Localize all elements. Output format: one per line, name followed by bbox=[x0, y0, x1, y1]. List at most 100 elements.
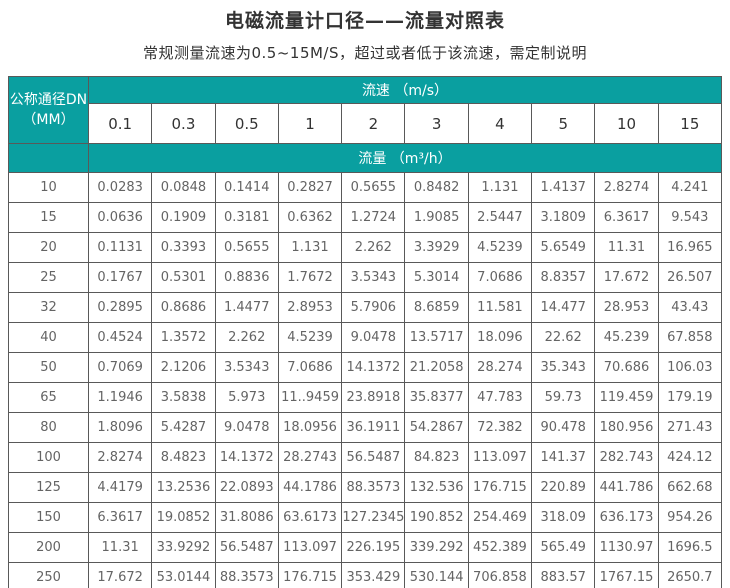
flow-value-cell: 44.1786 bbox=[277, 472, 343, 503]
velocity-value-cell: 4 bbox=[467, 103, 533, 144]
flow-value-cell: 1767.15 bbox=[594, 562, 659, 588]
flow-value-cell: 11.31 bbox=[594, 232, 659, 263]
flow-value-cell: 56.5487 bbox=[214, 532, 279, 563]
velocity-value-cell: 15 bbox=[657, 103, 723, 144]
flow-value-cell: 23.8918 bbox=[341, 382, 406, 413]
flow-value-cell: 339.292 bbox=[404, 532, 469, 563]
flow-value-cell: 636.173 bbox=[594, 502, 659, 533]
flow-value-cell: 84.823 bbox=[404, 442, 469, 473]
flow-value-cell: 1130.97 bbox=[594, 532, 659, 563]
flow-value-cell: 2.262 bbox=[214, 322, 279, 353]
flow-value-cell: 36.1911 bbox=[341, 412, 406, 443]
flow-value-cell: 3.5343 bbox=[341, 262, 406, 293]
flow-value-cell: 14.477 bbox=[531, 292, 596, 323]
page-title: 电磁流量计口径——流量对照表 bbox=[224, 10, 505, 32]
flow-value-cell: 6.3617 bbox=[87, 502, 153, 533]
flow-value-cell: 43.43 bbox=[657, 292, 723, 323]
flow-value-cell: 1.7672 bbox=[277, 262, 343, 293]
flow-value-cell: 180.956 bbox=[594, 412, 659, 443]
table-row: 200 11.31 33.9292 56.5487 113.097 226.195 339.… bbox=[8, 532, 723, 563]
flow-value-cell: 28.953 bbox=[594, 292, 659, 323]
corner-header-cell: 公称通径DN （MM） bbox=[8, 76, 89, 144]
table-row: 80 1.8096 5.4287 9.0478 18.0956 36.1911 54.286… bbox=[8, 412, 723, 443]
flow-value-cell: 9.0478 bbox=[214, 412, 279, 443]
flow-value-cell: 0.2827 bbox=[277, 172, 343, 203]
flow-value-cell: 22.62 bbox=[531, 322, 596, 353]
velocity-value-cell: 0.1 bbox=[87, 103, 153, 144]
flow-value-cell: 8.4823 bbox=[151, 442, 216, 473]
flow-value-cell: 0.2895 bbox=[87, 292, 153, 323]
flow-value-cell: 127.2345 bbox=[341, 502, 406, 533]
flow-value-cell: 883.57 bbox=[531, 562, 596, 588]
flow-header-row: 流量 （m³/h） bbox=[8, 143, 722, 173]
dn-value-cell: 50 bbox=[8, 352, 89, 383]
flow-value-cell: 7.0686 bbox=[277, 352, 343, 383]
table-row: 15 0.0636 0.1909 0.3181 0.6362 1.2724 1.9085 2.… bbox=[8, 202, 723, 233]
dn-value-cell: 100 bbox=[8, 442, 89, 473]
flow-value-cell: 0.0283 bbox=[87, 172, 153, 203]
flow-value-cell: 530.144 bbox=[404, 562, 469, 588]
flow-value-cell: 11.581 bbox=[467, 292, 533, 323]
flow-value-cell: 13.2536 bbox=[151, 472, 216, 503]
flow-value-cell: 954.26 bbox=[657, 502, 723, 533]
flow-value-cell: 3.1809 bbox=[531, 202, 596, 233]
flow-value-cell: 5.973 bbox=[214, 382, 279, 413]
flow-value-cell: 54.2867 bbox=[404, 412, 469, 443]
flow-value-cell: 63.6173 bbox=[277, 502, 343, 533]
velocity-value-cell: 0.5 bbox=[214, 103, 279, 144]
flow-value-cell: 0.1767 bbox=[87, 262, 153, 293]
flow-value-cell: 4.5239 bbox=[467, 232, 533, 263]
flow-value-cell: 2.8953 bbox=[277, 292, 343, 323]
table-row: 150 6.3617 19.0852 31.8086 63.6173 127.2345 19… bbox=[8, 502, 723, 533]
table-row: 32 0.2895 0.8686 1.4477 2.8953 5.7906 8.6859 11… bbox=[8, 292, 723, 323]
flow-value-cell: 5.3014 bbox=[404, 262, 469, 293]
flow-value-cell: 11.31 bbox=[87, 532, 153, 563]
velocity-value-cell: 3 bbox=[404, 103, 469, 144]
velocity-header-row: 公称通径DN （MM） 流速 （m/s） bbox=[8, 76, 722, 144]
flow-value-cell: 3.5343 bbox=[214, 352, 279, 383]
flow-value-cell: 113.097 bbox=[277, 532, 343, 563]
flow-value-cell: 141.37 bbox=[531, 442, 596, 473]
flow-value-cell: 706.858 bbox=[467, 562, 533, 588]
velocity-value-cell: 2 bbox=[341, 103, 406, 144]
flow-value-cell: 1.4477 bbox=[214, 292, 279, 323]
table-row: 250 17.672 53.0144 88.3573 176.715 353.429 530… bbox=[8, 562, 723, 588]
flow-value-cell: 441.786 bbox=[594, 472, 659, 503]
flow-value-cell: 2.262 bbox=[341, 232, 406, 263]
flow-value-cell: 0.0636 bbox=[87, 202, 153, 233]
flow-value-cell: 26.507 bbox=[657, 262, 723, 293]
flow-value-cell: 0.8686 bbox=[151, 292, 216, 323]
flow-value-cell: 70.686 bbox=[594, 352, 659, 383]
flow-value-cell: 16.965 bbox=[657, 232, 723, 263]
flow-value-cell: 59.73 bbox=[531, 382, 596, 413]
flow-value-cell: 7.0686 bbox=[467, 262, 533, 293]
flow-value-cell: 45.239 bbox=[594, 322, 659, 353]
flow-value-cell: 8.6859 bbox=[404, 292, 469, 323]
flow-value-cell: 5.7906 bbox=[341, 292, 406, 323]
flow-value-cell: 254.469 bbox=[467, 502, 533, 533]
flow-value-cell: 14.1372 bbox=[214, 442, 279, 473]
flow-value-cell: 19.0852 bbox=[151, 502, 216, 533]
table-row: 125 4.4179 13.2536 22.0893 44.1786 88.3573 132… bbox=[8, 472, 723, 503]
flow-value-cell: 2.8274 bbox=[594, 172, 659, 203]
flow-value-cell: 1.2724 bbox=[341, 202, 406, 233]
table-row: 40 0.4524 1.3572 2.262 4.5239 9.0478 13.5717 18… bbox=[8, 322, 723, 353]
flow-value-cell: 0.4524 bbox=[87, 322, 153, 353]
flow-table-body: 10 0.0283 0.0848 0.1414 0.2827 0.5655 0.8482 1.… bbox=[8, 172, 723, 588]
velocity-header-cell: 流速 （m/s） bbox=[88, 76, 722, 104]
flow-value-cell: 1.9085 bbox=[404, 202, 469, 233]
flow-value-cell: 0.1414 bbox=[214, 172, 279, 203]
flow-value-cell: 0.6362 bbox=[277, 202, 343, 233]
flow-value-cell: 31.8086 bbox=[214, 502, 279, 533]
flow-value-cell: 18.0956 bbox=[277, 412, 343, 443]
dn-value-cell: 200 bbox=[8, 532, 89, 563]
flow-value-cell: 35.343 bbox=[531, 352, 596, 383]
flow-value-cell: 132.536 bbox=[404, 472, 469, 503]
flow-value-cell: 2.5447 bbox=[467, 202, 533, 233]
flow-value-cell: 4.241 bbox=[657, 172, 723, 203]
flow-value-cell: 18.096 bbox=[467, 322, 533, 353]
flow-value-cell: 0.0848 bbox=[151, 172, 216, 203]
flow-value-cell: 47.783 bbox=[467, 382, 533, 413]
flow-value-cell: 5.4287 bbox=[151, 412, 216, 443]
flow-value-cell: 119.459 bbox=[594, 382, 659, 413]
